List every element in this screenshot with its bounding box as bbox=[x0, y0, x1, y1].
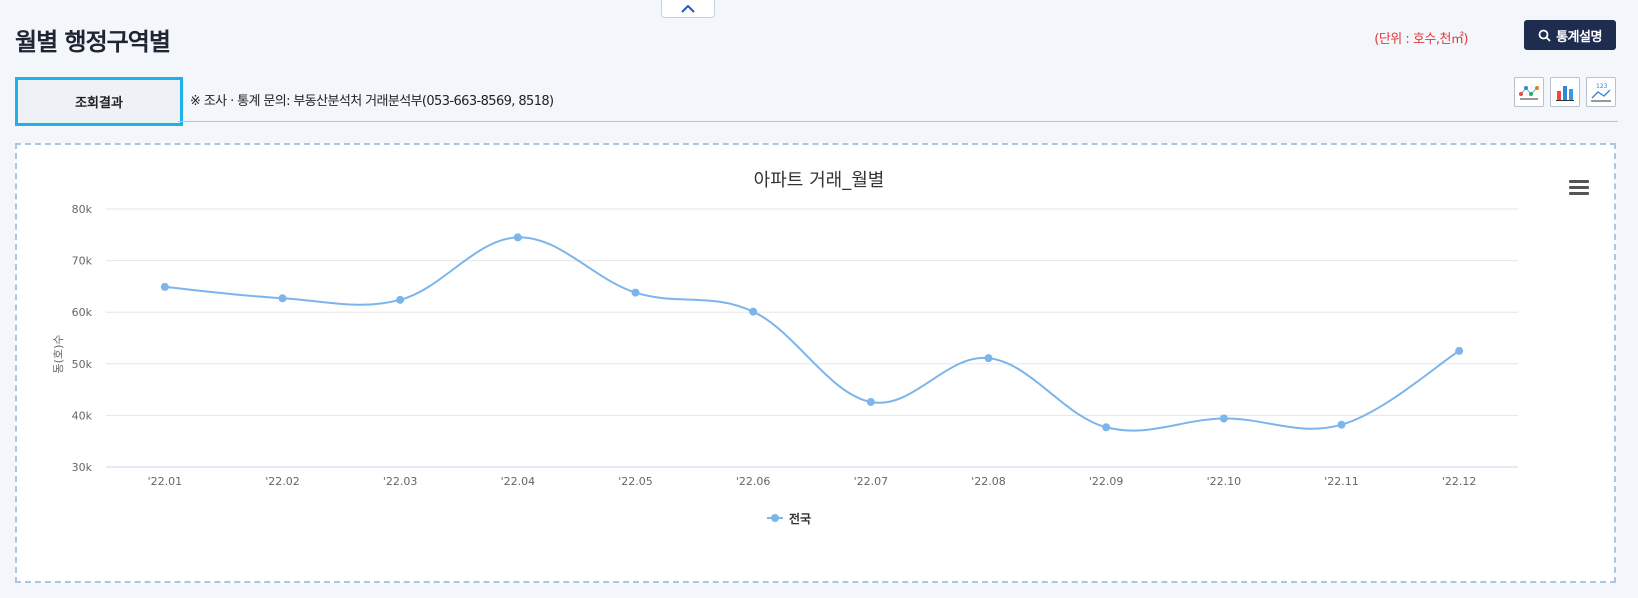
x-tick-label: '22.09 bbox=[1089, 475, 1124, 488]
y-tick-label: 30k bbox=[72, 461, 93, 474]
x-tick-label: '22.11 bbox=[1324, 475, 1359, 488]
x-tick-label: '22.02 bbox=[265, 475, 300, 488]
chart-container: 아파트 거래_월별 동(호)수 30k 40k 50k 60k 70k 80k '22.0… bbox=[15, 143, 1616, 583]
series-line-jeonguk bbox=[164, 236, 1460, 432]
stats-description-button[interactable]: 통계설명 bbox=[1524, 20, 1616, 50]
chart-title: 아파트 거래_월별 bbox=[754, 170, 885, 191]
scatter-chart-button[interactable] bbox=[1514, 77, 1544, 107]
legend-label-jeonguk: 전국 bbox=[789, 511, 811, 526]
tab-result[interactable]: 조회결과 bbox=[15, 77, 183, 126]
data-point[interactable] bbox=[1337, 420, 1346, 429]
collapse-toggle-button[interactable] bbox=[661, 0, 715, 18]
x-tick-label: '22.04 bbox=[501, 475, 536, 488]
x-tick-label: '22.10 bbox=[1207, 475, 1242, 488]
data-point[interactable] bbox=[984, 354, 993, 363]
data-point[interactable] bbox=[1219, 414, 1228, 423]
legend-marker bbox=[771, 514, 779, 522]
x-tick-label: '22.03 bbox=[383, 475, 418, 488]
x-tick-label: '22.06 bbox=[736, 475, 771, 488]
data-point[interactable] bbox=[513, 233, 522, 242]
data-point[interactable] bbox=[396, 295, 405, 304]
chevron-up-icon bbox=[681, 4, 695, 13]
bar-chart-button[interactable] bbox=[1550, 77, 1580, 107]
inquiry-note: ※ 조사 · 통계 문의: 부동산분석처 거래분석부(053-663-8569,… bbox=[190, 94, 554, 109]
chart-menu-icon[interactable] bbox=[1569, 180, 1589, 196]
y-tick-label: 50k bbox=[72, 358, 93, 371]
data-point[interactable] bbox=[160, 282, 169, 291]
data-point[interactable] bbox=[866, 397, 875, 406]
svg-text:123: 123 bbox=[1596, 83, 1608, 90]
data-point[interactable] bbox=[278, 294, 287, 303]
x-tick-label: '22.01 bbox=[148, 475, 183, 488]
scatter-chart-icon bbox=[1519, 86, 1539, 100]
y-axis-label: 동(호)수 bbox=[52, 335, 65, 374]
x-tick-label: '22.05 bbox=[618, 475, 653, 488]
y-tick-label: 60k bbox=[72, 306, 93, 319]
line-values-button[interactable]: 123 bbox=[1586, 77, 1616, 107]
unit-label: (단위 : 호수,천㎡) bbox=[1374, 32, 1468, 47]
page-title: 월별 행정구역별 bbox=[15, 28, 171, 56]
bar-chart-icon bbox=[1556, 86, 1574, 101]
y-tick-label: 40k bbox=[72, 409, 93, 422]
data-point[interactable] bbox=[1455, 346, 1464, 355]
search-icon bbox=[1538, 29, 1551, 42]
legend[interactable]: 전국 bbox=[767, 511, 811, 526]
data-point[interactable] bbox=[749, 307, 758, 316]
line-values-icon: 123 bbox=[1591, 83, 1611, 102]
x-tick-label: '22.12 bbox=[1442, 475, 1477, 488]
tab-divider bbox=[178, 121, 1618, 122]
y-tick-label: 70k bbox=[72, 255, 93, 268]
data-point[interactable] bbox=[1102, 423, 1111, 432]
x-tick-label: '22.07 bbox=[854, 475, 889, 488]
data-point[interactable] bbox=[631, 288, 640, 297]
x-tick-label: '22.08 bbox=[971, 475, 1006, 488]
stats-button-label: 통계설명 bbox=[1556, 29, 1602, 45]
line-chart: 아파트 거래_월별 동(호)수 30k 40k 50k 60k 70k 80k '22.0… bbox=[52, 170, 1518, 526]
y-tick-label: 80k bbox=[72, 203, 93, 216]
